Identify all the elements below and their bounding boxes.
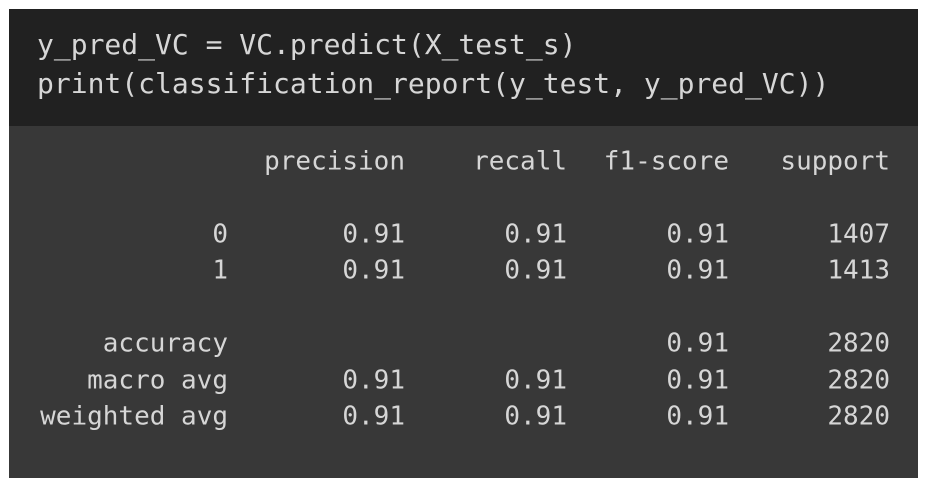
cell-value: 0.91 — [504, 256, 567, 286]
column-header: recall — [473, 147, 567, 177]
column-header: support — [780, 147, 890, 177]
cell-value: 2820 — [827, 402, 890, 432]
cell-value: 0.91 — [666, 402, 729, 432]
column-header: precision — [264, 147, 405, 177]
cell-value: 1413 — [827, 256, 890, 286]
row-label: 1 — [212, 256, 228, 286]
row-label: weighted avg — [40, 402, 228, 432]
cell-value: 0.91 — [504, 366, 567, 396]
cell-value: 0.91 — [666, 366, 729, 396]
cell-value: 0.91 — [342, 402, 405, 432]
cell-value: 0.91 — [504, 220, 567, 250]
code-area — [9, 9, 918, 126]
row-label: 0 — [212, 220, 228, 250]
cell-value: 2820 — [827, 329, 890, 359]
cell-value: 0.91 — [342, 220, 405, 250]
cell-value: 1407 — [827, 220, 890, 250]
cell-value: 0.91 — [342, 366, 405, 396]
cell-value: 0.91 — [666, 220, 729, 250]
cell-value: 0.91 — [666, 256, 729, 286]
cell-value: 0.91 — [504, 402, 567, 432]
code-line: y_pred_VC = VC.predict(X_test_s) — [37, 28, 576, 62]
cell-value: 0.91 — [342, 256, 405, 286]
row-label: macro avg — [87, 366, 228, 396]
column-header: f1-score — [604, 147, 729, 177]
cell-value: 0.91 — [666, 329, 729, 359]
row-label: accuracy — [103, 329, 228, 359]
code-line: print(classification_report(y_test, y_pr… — [37, 67, 829, 101]
cell-value: 2820 — [827, 366, 890, 396]
output-area — [9, 126, 918, 478]
